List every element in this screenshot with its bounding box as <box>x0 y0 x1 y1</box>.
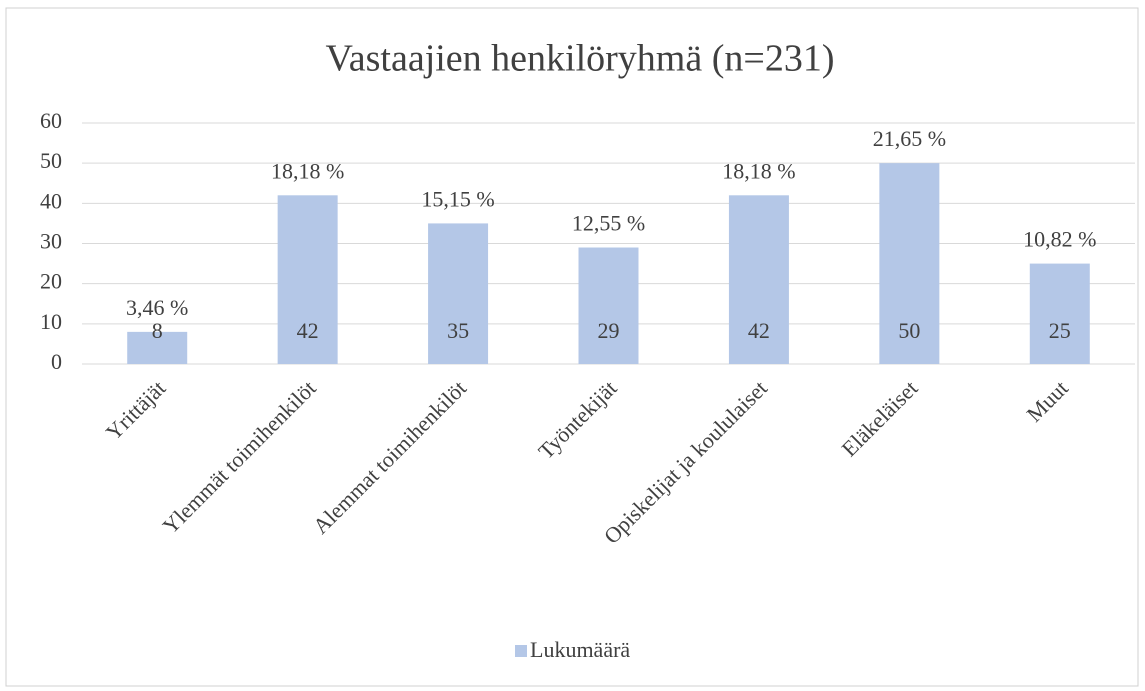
y-tick-label: 40 <box>40 188 62 213</box>
percent-label: 10,82 % <box>1023 227 1096 252</box>
y-tick-label: 20 <box>40 269 62 294</box>
y-tick-label: 10 <box>40 309 62 334</box>
y-tick-label: 60 <box>40 108 62 133</box>
bar <box>428 223 489 364</box>
percent-label: 18,18 % <box>271 158 344 183</box>
chart-border <box>5 7 1139 687</box>
bar <box>728 195 789 364</box>
value-label: 35 <box>447 318 469 343</box>
value-label: 50 <box>898 318 920 343</box>
value-label: 29 <box>598 318 620 343</box>
bar <box>1029 263 1090 364</box>
chart-title: Vastaajien henkilöryhmä (n=231) <box>326 38 835 80</box>
y-tick-label: 30 <box>40 229 62 254</box>
value-label: 8 <box>152 318 163 343</box>
bar <box>277 195 338 364</box>
legend-label: Lukumäärä <box>530 637 630 662</box>
legend-swatch <box>515 645 527 657</box>
percent-label: 12,55 % <box>572 211 645 236</box>
bar <box>578 247 639 364</box>
bar <box>127 331 188 364</box>
value-label: 42 <box>297 318 319 343</box>
y-tick-label: 0 <box>51 349 62 374</box>
value-label: 25 <box>1049 318 1071 343</box>
percent-label: 21,65 % <box>873 126 946 151</box>
percent-label: 3,46 % <box>126 295 188 320</box>
value-label: 42 <box>748 318 770 343</box>
bar <box>879 163 940 364</box>
percent-label: 18,18 % <box>722 158 795 183</box>
y-tick-label: 50 <box>40 148 62 173</box>
percent-label: 15,15 % <box>421 186 494 211</box>
